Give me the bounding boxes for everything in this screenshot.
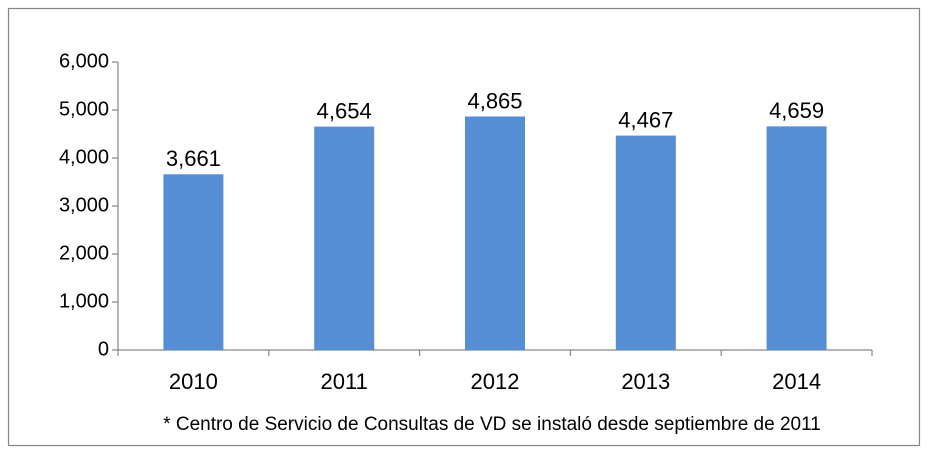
value-label: 4,654	[317, 98, 372, 123]
y-tick-label: 6,000	[59, 50, 109, 72]
y-tick-label: 0	[98, 338, 109, 360]
y-tick-label: 1,000	[59, 290, 109, 312]
x-tick-label: 2014	[772, 369, 821, 394]
bar	[465, 116, 525, 350]
value-label: 3,661	[166, 146, 221, 171]
value-label: 4,865	[467, 88, 522, 113]
x-tick-label: 2012	[471, 369, 520, 394]
annotation: * Centro de Servicio de Consultas de VD …	[163, 414, 821, 435]
y-tick-label: 4,000	[59, 146, 109, 168]
value-label: 4,467	[618, 107, 673, 132]
bar	[615, 135, 676, 350]
bar	[314, 126, 375, 350]
value-label: 4,659	[769, 98, 824, 123]
y-tick-label: 5,000	[59, 98, 109, 120]
x-tick-label: 2011	[321, 369, 368, 394]
bar	[766, 126, 827, 350]
y-tick-label: 3,000	[59, 194, 109, 216]
x-tick-label: 2010	[169, 369, 218, 394]
bar	[163, 174, 224, 350]
x-tick-label: 2013	[621, 369, 670, 394]
y-tick-label: 2,000	[59, 242, 109, 264]
